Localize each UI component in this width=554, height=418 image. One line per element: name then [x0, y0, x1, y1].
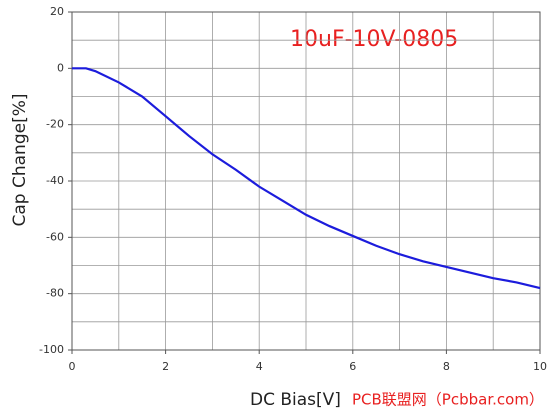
x-tick-label: 4: [256, 360, 263, 373]
x-tick-label: 2: [162, 360, 169, 373]
y-tick-label: 20: [50, 5, 64, 18]
y-axis-label: Cap Change[%]: [10, 94, 30, 227]
y-tick-label: -60: [46, 230, 64, 243]
x-tick-label: 6: [349, 360, 356, 373]
y-tick-label: -20: [46, 118, 64, 131]
data-line: [72, 67, 541, 290]
annotation: 10uF-10V-0805: [290, 27, 458, 52]
y-tick-label: -40: [46, 174, 64, 187]
x-tick-label: 8: [443, 360, 450, 373]
x-tick-label: 0: [69, 360, 76, 373]
x-tick-label: 10: [533, 360, 547, 373]
y-tick-label: -80: [46, 287, 64, 300]
y-tick-label: -100: [39, 343, 64, 356]
y-tick-label: 0: [57, 61, 64, 74]
x-axis-label: DC Bias[V]: [250, 390, 341, 410]
watermark: PCB联盟网（Pcbbar.com）: [352, 391, 544, 409]
